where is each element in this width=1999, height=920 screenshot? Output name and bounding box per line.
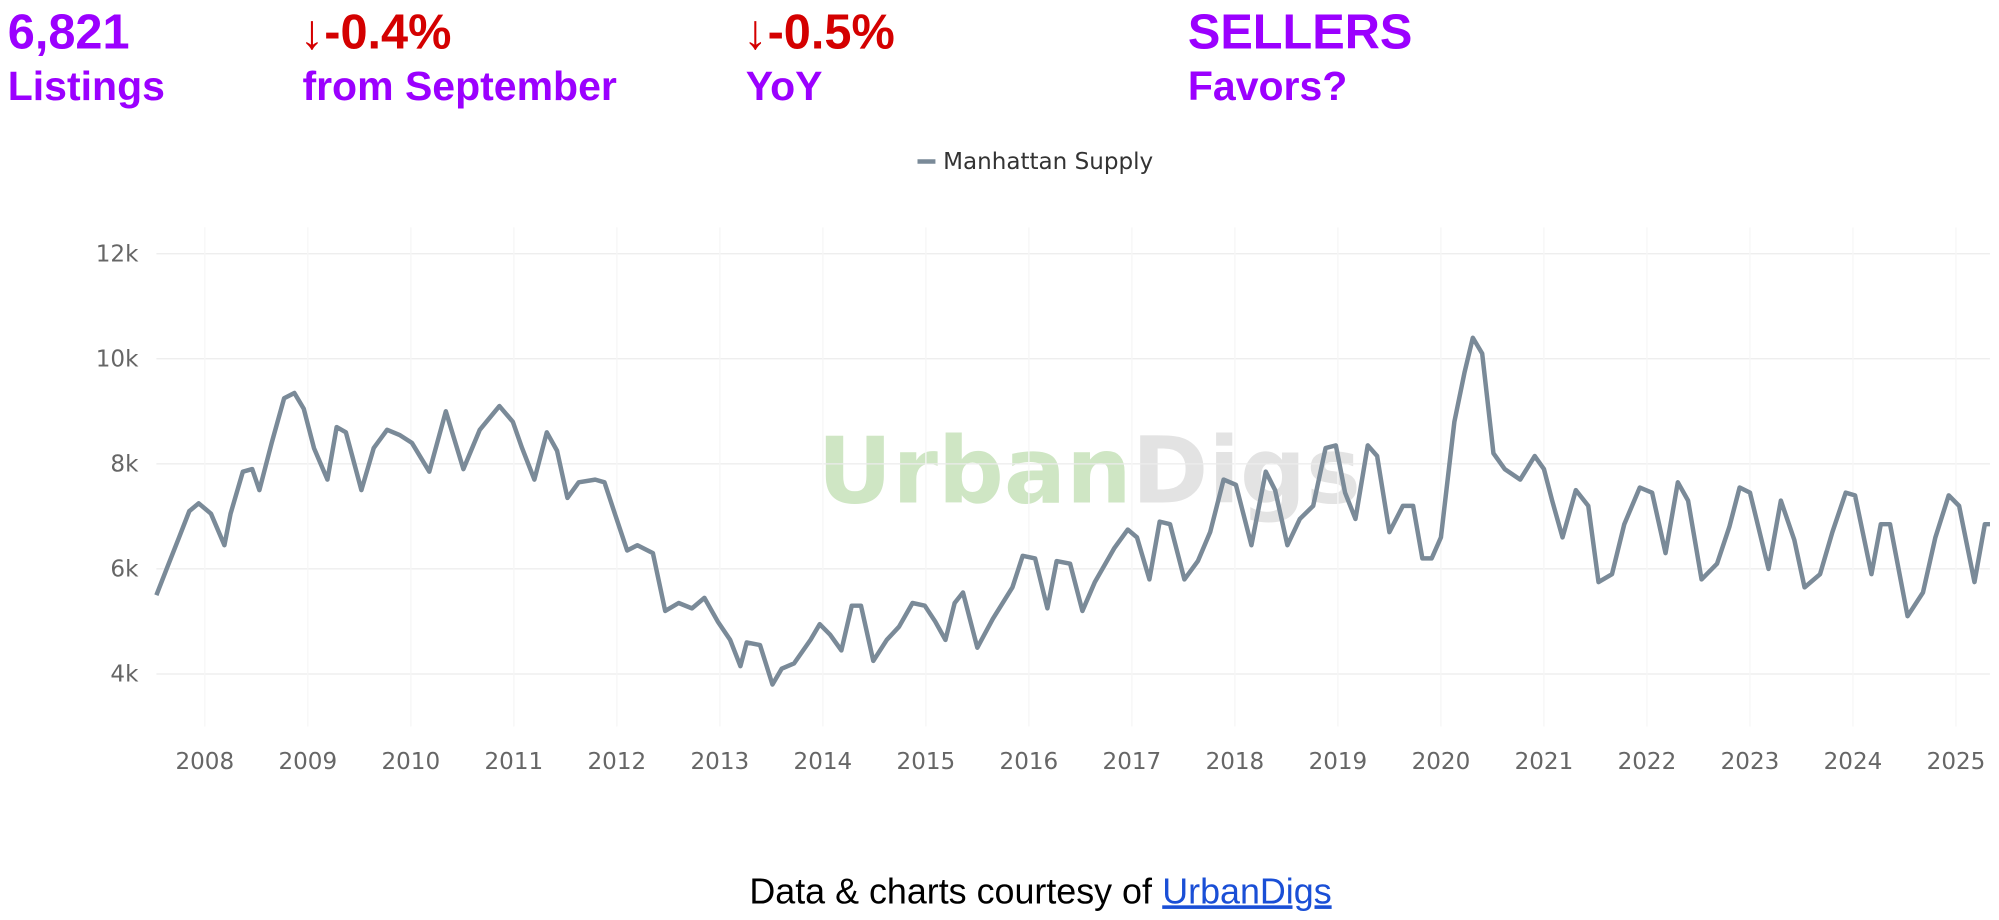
y-tick-label: 8k	[110, 452, 139, 478]
stat-label: Listings	[8, 63, 165, 109]
x-tick-label: 2019	[1309, 749, 1368, 775]
footer-link[interactable]: UrbanDigs	[1162, 871, 1331, 911]
x-tick-label: 2012	[588, 749, 647, 775]
x-tick-label: 2009	[278, 749, 337, 775]
plot: 4k 6k 8k 10k 12k 2008 2009 2010 2011 2012 2013 2014…	[96, 149, 1990, 775]
stat-value: SELLERS	[1188, 6, 1413, 60]
x-tick-label: 2018	[1206, 749, 1265, 775]
x-tick-label: 2015	[897, 749, 956, 775]
x-tick-label: 2017	[1103, 749, 1162, 775]
x-tick-label: 2024	[1824, 749, 1883, 775]
x-tick-label: 2025	[1927, 749, 1986, 775]
x-tick-label: 2014	[794, 749, 853, 775]
x-tick-label: 2010	[381, 749, 440, 775]
stat-label: YoY	[746, 63, 823, 109]
stat-value: 6,821	[8, 6, 130, 60]
series-line	[154, 335, 1990, 687]
y-tick-label: 10k	[96, 346, 139, 372]
x-tick-label: 2013	[691, 749, 750, 775]
x-tick-label: 2021	[1515, 749, 1574, 775]
footer-text: Data & charts courtesy of	[749, 871, 1153, 911]
watermark-part: Digs	[1132, 416, 1361, 524]
stat-value: ↓-0.4%	[300, 6, 452, 60]
stat-value: ↓-0.5%	[743, 6, 895, 60]
x-tick-label: 2008	[175, 749, 234, 775]
x-tick-label: 2023	[1721, 749, 1780, 775]
x-tick-label: 2011	[484, 749, 543, 775]
y-tick-label: 12k	[96, 241, 139, 267]
watermark-part: Urban	[817, 416, 1131, 524]
y-tick-label: 6k	[110, 557, 139, 583]
x-tick-label: 2020	[1412, 749, 1471, 775]
legend-label: Manhattan Supply	[943, 149, 1153, 175]
header: 6,821 Listings ↓-0.4% from September ↓-0…	[8, 6, 1413, 109]
stat-label: Favors?	[1188, 63, 1348, 109]
stat-label: from September	[302, 63, 616, 109]
x-tick-label: 2016	[1000, 749, 1059, 775]
footer: Data & charts courtesy of UrbanDigs	[749, 871, 1331, 911]
y-tick-label: 4k	[110, 662, 139, 688]
x-tick-label: 2022	[1618, 749, 1677, 775]
